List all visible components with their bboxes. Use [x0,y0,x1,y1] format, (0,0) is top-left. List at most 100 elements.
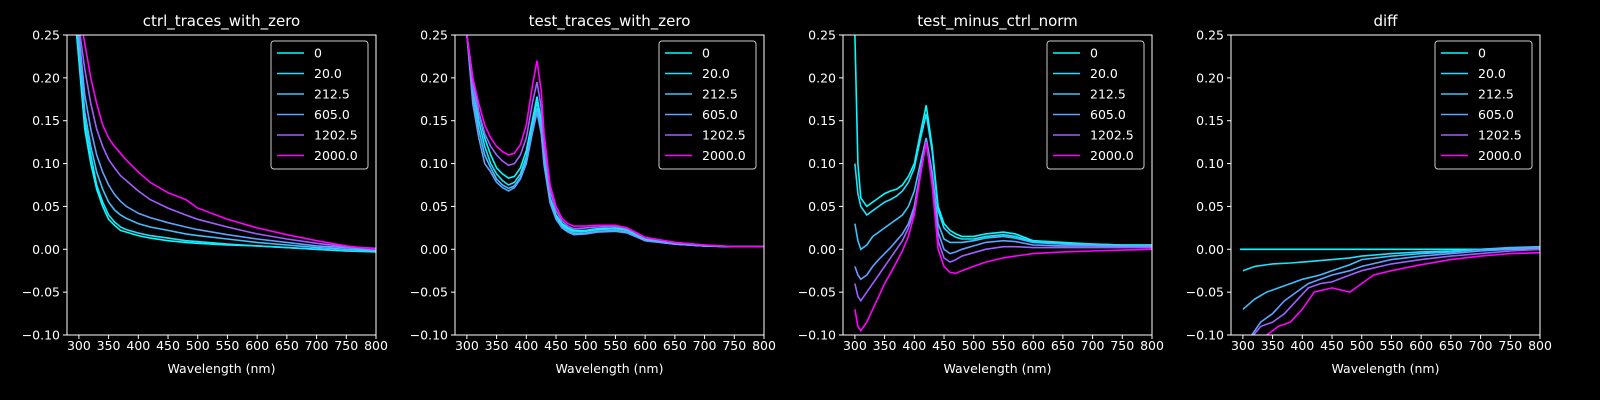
x-tick-label: 800 [1528,338,1552,353]
x-tick-label: 400 [514,338,538,353]
y-tick-label: 0.00 [32,242,60,257]
legend-entry: 0 [702,46,710,61]
y-tick-label: −0.10 [798,328,836,343]
legend-entry: 0 [314,46,322,61]
x-tick-label: 800 [364,338,388,353]
x-tick-label: 500 [574,338,598,353]
series-line-2000.0 [466,35,764,248]
x-axis-label: Wavelength (nm) [944,361,1052,376]
legend-entry: 2000.0 [314,148,358,163]
x-tick-label: 750 [334,338,358,353]
axes-frame [454,34,765,336]
x-tick-label: 350 [873,338,897,353]
y-tick-label: −0.10 [22,328,60,343]
x-tick-label: 500 [186,338,210,353]
x-tick-label: 700 [1081,338,1105,353]
x-tick-label: 650 [1439,338,1463,353]
legend-entry: 1202.5 [1090,128,1134,143]
legend-entry: 605.0 [1478,107,1514,122]
legend-entry: 212.5 [1478,87,1514,102]
x-tick-label: 750 [1498,338,1522,353]
x-tick-label: 600 [1021,338,1045,353]
x-tick-label: 750 [722,338,746,353]
x-tick-label: 500 [962,338,986,353]
x-tick-label: 300 [455,338,479,353]
axes-frame [1230,34,1541,336]
legend-entry: 212.5 [1090,87,1126,102]
legend-entry: 1202.5 [702,128,746,143]
axes-frame [842,34,1153,336]
x-axis-label: Wavelength (nm) [1332,361,1440,376]
legend: 0 20.0 212.5 605.0 1202.5 2000.0 [1046,40,1145,170]
series-line-212.5 [77,35,376,251]
legend-entry: 605.0 [1090,107,1126,122]
x-tick-label: 650 [663,338,687,353]
chart-panel-1: 300 350 400 450 500 550 600 650 700 750 800 −0.10 −0… [22,12,388,376]
y-tick-label: 0.05 [32,199,60,214]
y-tick-label: 0.00 [808,242,836,257]
y-tick-label: 0.20 [420,70,448,85]
legend-entry: 212.5 [702,87,738,102]
y-tick-label: 0.10 [32,156,60,171]
series-line-2000.0 [1266,251,1540,335]
series-line-605.0 [1251,246,1540,335]
y-tick-label: 0.20 [1196,70,1224,85]
y-tick-label: 0.05 [808,199,836,214]
chart-panel-2: 300 350 400 450 500 550 600 650 700 750 800 −0.10 −0… [410,12,776,376]
series-line-20.0 [854,113,1152,246]
chart-panel-4: 300 350 400 450 500 550 600 650 700 750 800 −0.10 −0… [1186,12,1552,376]
x-tick-label: 450 [932,338,956,353]
y-tick-label: 0.25 [808,28,836,43]
series-line-605.0 [78,35,376,251]
series-line-212.5 [1242,245,1540,310]
legend: 0 20.0 212.5 605.0 1202.5 2000.0 [1434,40,1533,170]
x-tick-label: 700 [1469,338,1493,353]
y-tick-label: 0.05 [1196,199,1224,214]
x-tick-label: 300 [843,338,867,353]
chart-title: test_minus_ctrl_norm [917,12,1078,31]
x-tick-label: 600 [633,338,657,353]
x-axis-label: Wavelength (nm) [168,361,276,376]
series-line-605.0 [466,35,764,248]
x-tick-label: 550 [992,338,1016,353]
x-tick-label: 550 [1380,338,1404,353]
x-tick-label: 450 [1320,338,1344,353]
y-tick-label: 0.05 [420,199,448,214]
x-tick-label: 700 [305,338,329,353]
x-tick-label: 600 [1409,338,1433,353]
y-tick-label: 0.00 [1196,242,1224,257]
legend-entry: 1202.5 [314,128,358,143]
y-tick-label: −0.10 [410,328,448,343]
legend-entry: 2000.0 [1090,148,1134,163]
y-tick-label: −0.05 [798,285,836,300]
legend-entry: 1202.5 [1478,128,1522,143]
x-tick-label: 650 [1051,338,1075,353]
chart-title: ctrl_traces_with_zero [143,12,300,31]
y-tick-label: −0.05 [22,285,60,300]
series-line-2000.0 [854,141,1152,333]
y-tick-label: −0.05 [410,285,448,300]
x-tick-label: 450 [544,338,568,353]
y-tick-label: 0.25 [1196,28,1224,43]
legend-entry: 212.5 [314,87,350,102]
legend-entry: 605.0 [702,107,738,122]
y-tick-label: 0.15 [420,113,448,128]
x-tick-label: 800 [752,338,776,353]
x-tick-label: 350 [485,338,509,353]
y-tick-label: 0.15 [1196,113,1224,128]
legend-entry: 20.0 [314,66,342,81]
y-tick-label: −0.10 [1186,328,1224,343]
chart-title: test_traces_with_zero [529,12,691,31]
y-tick-label: 0.10 [420,156,448,171]
y-tick-label: 0.25 [420,28,448,43]
series-line-2000.0 [82,35,376,251]
y-tick-label: 0.20 [32,70,60,85]
x-tick-label: 400 [126,338,150,353]
y-tick-label: 0.20 [808,70,836,85]
x-tick-label: 650 [275,338,299,353]
x-tick-label: 600 [245,338,269,353]
axes-frame [66,34,377,336]
y-tick-label: 0.10 [1196,156,1224,171]
legend-entry: 2000.0 [1478,148,1522,163]
